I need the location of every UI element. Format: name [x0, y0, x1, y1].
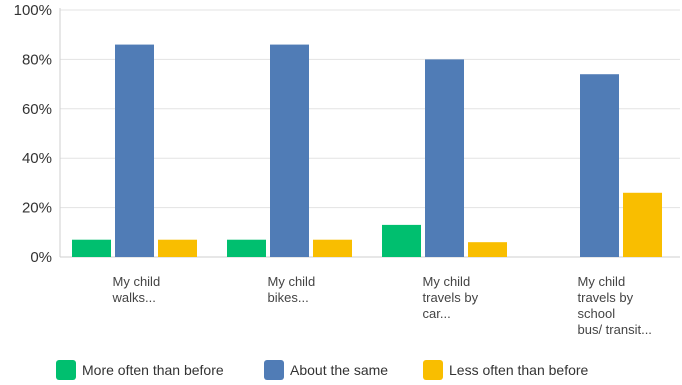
bar-chart: 0%20%40%60%80%100% My child walks...My ch…	[14, 2, 680, 337]
x-category-label: My child travels by school bus/ transit...	[578, 274, 652, 337]
bar-more-often-than-before-2	[382, 224, 421, 257]
y-tick-label: 100%	[14, 2, 52, 19]
y-tick-label: 0%	[30, 249, 52, 266]
bar-more-often-than-before-0	[72, 239, 111, 257]
y-tick-label: 80%	[22, 51, 52, 68]
legend-swatch-about-the-same	[264, 360, 284, 380]
legend: More often than before About the same Le…	[0, 359, 682, 383]
bar-about-the-same-3	[580, 74, 619, 257]
bar-less-often-than-before-2	[468, 242, 507, 257]
legend-swatch-more-often	[56, 360, 76, 380]
bar-less-often-than-before-1	[313, 239, 352, 257]
bar-about-the-same-2	[425, 59, 464, 258]
legend-item-less-often: Less often than before	[423, 359, 588, 381]
legend-item-more-often: More often than before	[56, 359, 224, 381]
bar-more-often-than-before-1	[227, 239, 266, 257]
bar-about-the-same-1	[270, 44, 309, 257]
x-category-label: My child bikes...	[268, 274, 316, 305]
y-axis: 0% 20% 40% 60% 80% 100%	[14, 2, 680, 266]
legend-label-about-the-same: About the same	[290, 362, 389, 378]
bars	[72, 44, 662, 258]
bar-less-often-than-before-3	[623, 192, 662, 257]
x-axis-category-labels: My child walks... My child bikes... My child…	[112, 274, 652, 337]
bar-about-the-same-0	[115, 44, 154, 257]
x-category-label: My child walks...	[112, 274, 161, 305]
y-tick-label: 20%	[22, 200, 52, 217]
y-tick-label: 60%	[22, 101, 52, 118]
legend-swatch-less-often	[423, 360, 443, 380]
y-tick-label: 40%	[22, 150, 52, 167]
legend-item-about-the-same: About the same	[264, 359, 388, 381]
legend-label-less-often: Less often than before	[449, 362, 589, 378]
x-category-label: My child travels by car...	[423, 274, 479, 321]
legend-label-more-often: More often than before	[82, 362, 224, 378]
bar-less-often-than-before-0	[158, 239, 197, 257]
